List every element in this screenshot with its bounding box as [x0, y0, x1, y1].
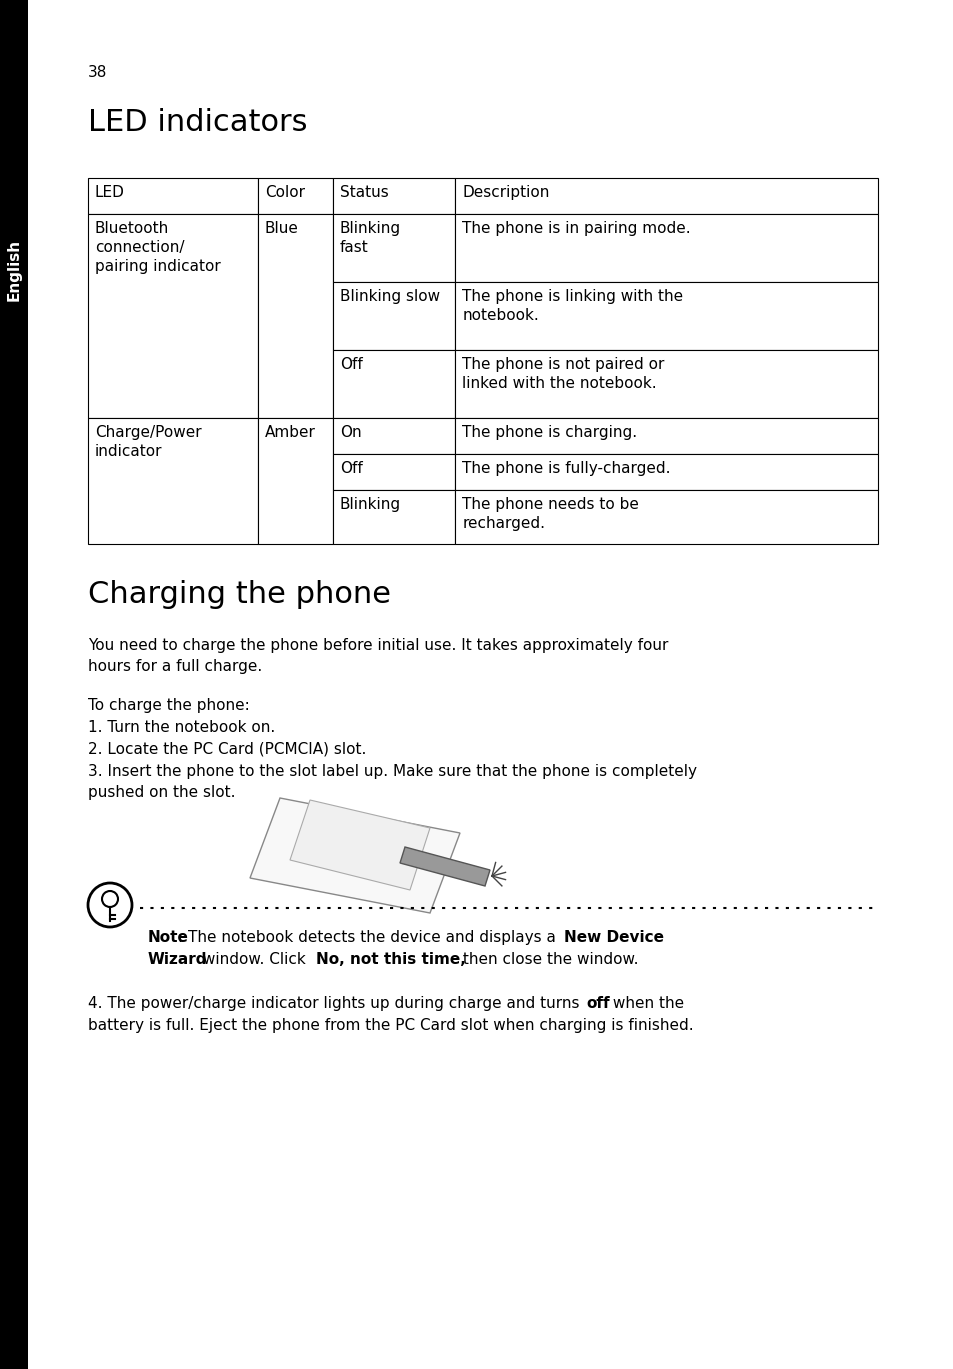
Polygon shape — [250, 798, 459, 913]
Text: You need to charge the phone before initial use. It takes approximately four
hou: You need to charge the phone before init… — [88, 638, 668, 674]
Text: Off: Off — [339, 357, 362, 372]
Text: then close the window.: then close the window. — [457, 951, 638, 967]
Bar — [333, 214, 455, 282]
Bar — [455, 214, 877, 282]
Bar — [333, 350, 455, 418]
Bar — [455, 178, 877, 214]
Bar — [88, 418, 257, 543]
Text: The phone is in pairing mode.: The phone is in pairing mode. — [462, 220, 690, 235]
Text: window. Click: window. Click — [198, 951, 311, 967]
Text: New Device: New Device — [563, 930, 663, 945]
Text: The phone needs to be
recharged.: The phone needs to be recharged. — [462, 497, 639, 531]
Bar — [257, 214, 333, 418]
Bar — [455, 490, 877, 543]
Text: Color: Color — [265, 185, 305, 200]
Text: Blinking
fast: Blinking fast — [339, 220, 400, 255]
Text: Wizard: Wizard — [148, 951, 208, 967]
Bar — [455, 455, 877, 490]
Text: Charging the phone: Charging the phone — [88, 580, 391, 609]
Polygon shape — [399, 847, 490, 886]
Bar — [257, 178, 333, 214]
Text: Bluetooth
connection/
pairing indicator: Bluetooth connection/ pairing indicator — [95, 220, 220, 274]
Text: : The notebook detects the device and displays a: : The notebook detects the device and di… — [178, 930, 560, 945]
Text: The phone is linking with the
notebook.: The phone is linking with the notebook. — [462, 289, 682, 323]
Text: Amber: Amber — [265, 424, 315, 439]
Text: LED indicators: LED indicators — [88, 108, 307, 137]
Circle shape — [88, 883, 132, 927]
Text: Charge/Power
indicator: Charge/Power indicator — [95, 424, 201, 459]
Bar — [333, 490, 455, 543]
Bar — [333, 282, 455, 350]
Bar — [455, 418, 877, 455]
Text: LED: LED — [95, 185, 125, 200]
Bar — [88, 214, 257, 418]
Bar — [455, 350, 877, 418]
Text: 2. Locate the PC Card (PCMCIA) slot.: 2. Locate the PC Card (PCMCIA) slot. — [88, 742, 366, 757]
Bar — [333, 455, 455, 490]
Text: Blinking: Blinking — [339, 497, 400, 512]
Polygon shape — [290, 799, 430, 890]
Text: No, not this time,: No, not this time, — [315, 951, 465, 967]
Bar — [257, 418, 333, 543]
Text: Blinking slow: Blinking slow — [339, 289, 439, 304]
Text: Note: Note — [148, 930, 189, 945]
Bar — [333, 178, 455, 214]
Text: 38: 38 — [88, 64, 108, 79]
Text: To charge the phone:: To charge the phone: — [88, 698, 250, 713]
Text: 1. Turn the notebook on.: 1. Turn the notebook on. — [88, 720, 275, 735]
Bar — [455, 282, 877, 350]
Text: English: English — [7, 240, 22, 301]
Text: 4. The power/charge indicator lights up during charge and turns: 4. The power/charge indicator lights up … — [88, 997, 584, 1010]
Bar — [88, 178, 257, 214]
Bar — [0, 0, 28, 1369]
Text: off: off — [585, 997, 609, 1010]
Text: The phone is not paired or
linked with the notebook.: The phone is not paired or linked with t… — [462, 357, 664, 392]
Text: The phone is charging.: The phone is charging. — [462, 424, 637, 439]
Circle shape — [102, 891, 118, 908]
Text: On: On — [339, 424, 361, 439]
Text: 3. Insert the phone to the slot label up. Make sure that the phone is completely: 3. Insert the phone to the slot label up… — [88, 764, 697, 799]
Text: Description: Description — [462, 185, 549, 200]
Text: battery is full. Eject the phone from the PC Card slot when charging is finished: battery is full. Eject the phone from th… — [88, 1019, 693, 1034]
Text: Blue: Blue — [265, 220, 298, 235]
Bar — [333, 418, 455, 455]
Text: Status: Status — [339, 185, 388, 200]
Text: when the: when the — [607, 997, 683, 1010]
Text: The phone is fully-charged.: The phone is fully-charged. — [462, 461, 670, 476]
Text: Off: Off — [339, 461, 362, 476]
